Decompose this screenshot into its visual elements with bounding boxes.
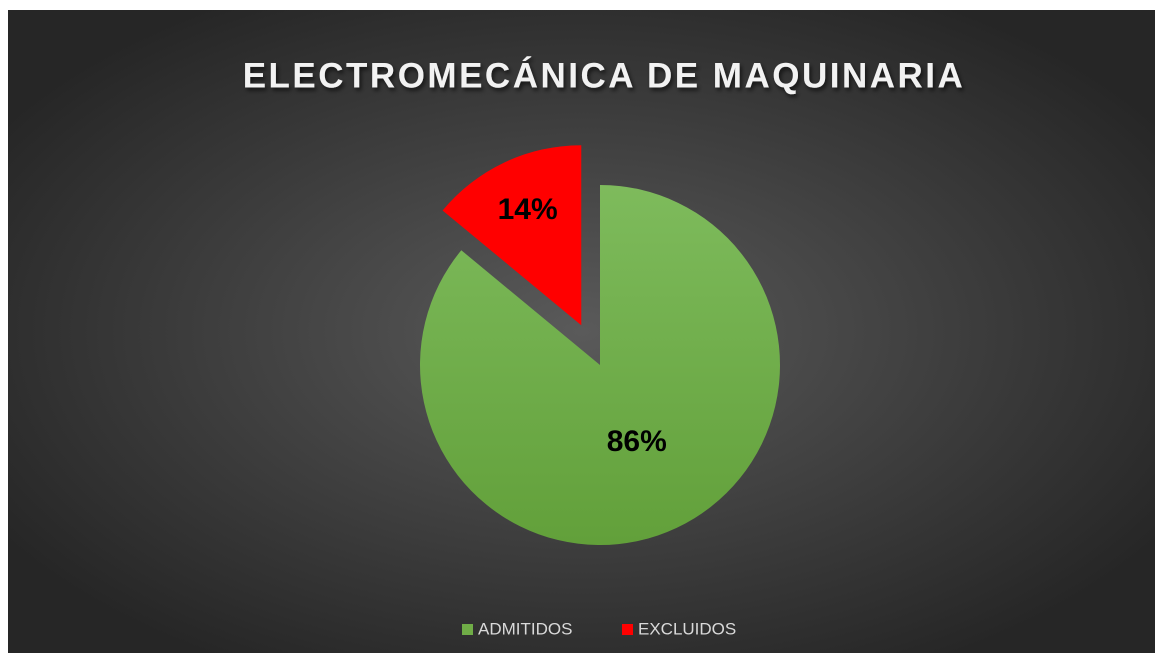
data-label: 86% <box>607 425 667 458</box>
chart-title: ELECTROMECÁNICA DE MAQUINARIA <box>243 55 966 95</box>
data-label: 14% <box>498 193 558 226</box>
legend-swatch <box>462 624 473 635</box>
legend-swatch <box>622 624 633 635</box>
pie-slice <box>420 185 780 545</box>
legend-label: EXCLUIDOS <box>638 619 736 638</box>
pie-slice <box>442 145 582 326</box>
chart-background <box>8 10 1155 653</box>
legend-label: ADMITIDOS <box>478 619 572 638</box>
